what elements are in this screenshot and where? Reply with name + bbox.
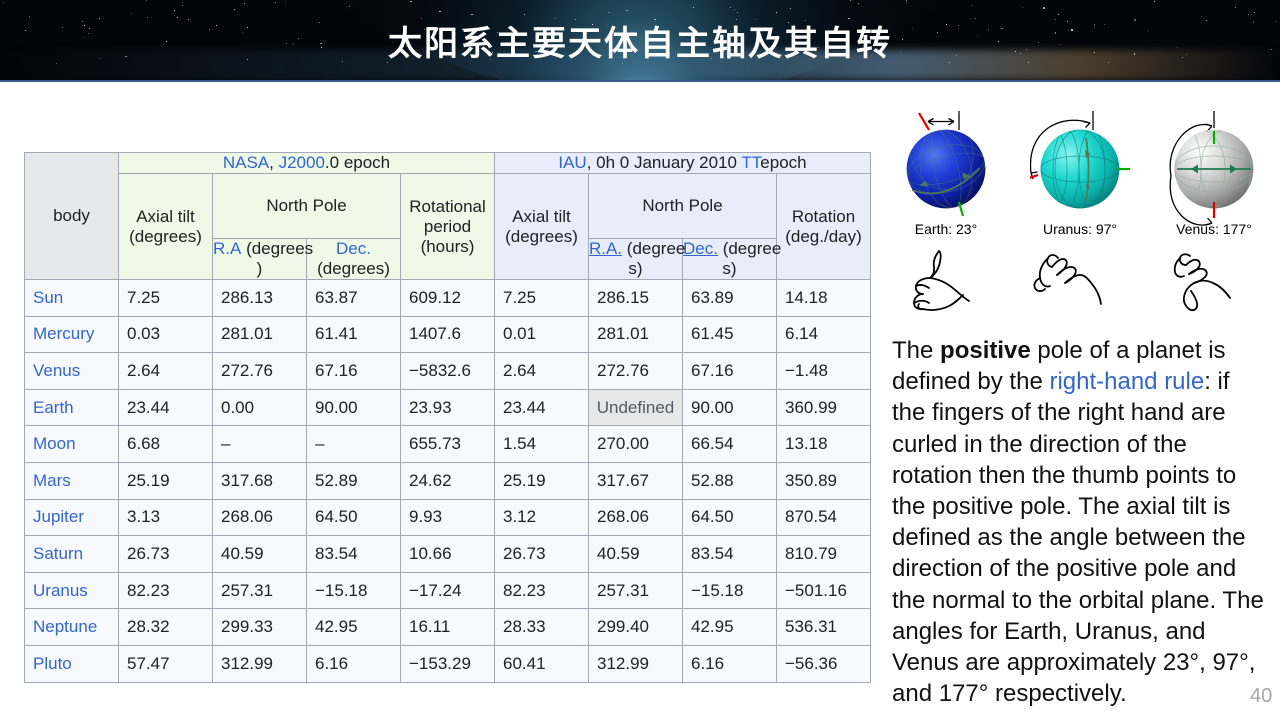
svg-text:Uranus: 97°: Uranus: 97°	[1043, 221, 1117, 237]
svg-text:Venus: 177°: Venus: 177°	[1176, 221, 1252, 237]
svg-text:Earth: 23°: Earth: 23°	[915, 221, 977, 237]
